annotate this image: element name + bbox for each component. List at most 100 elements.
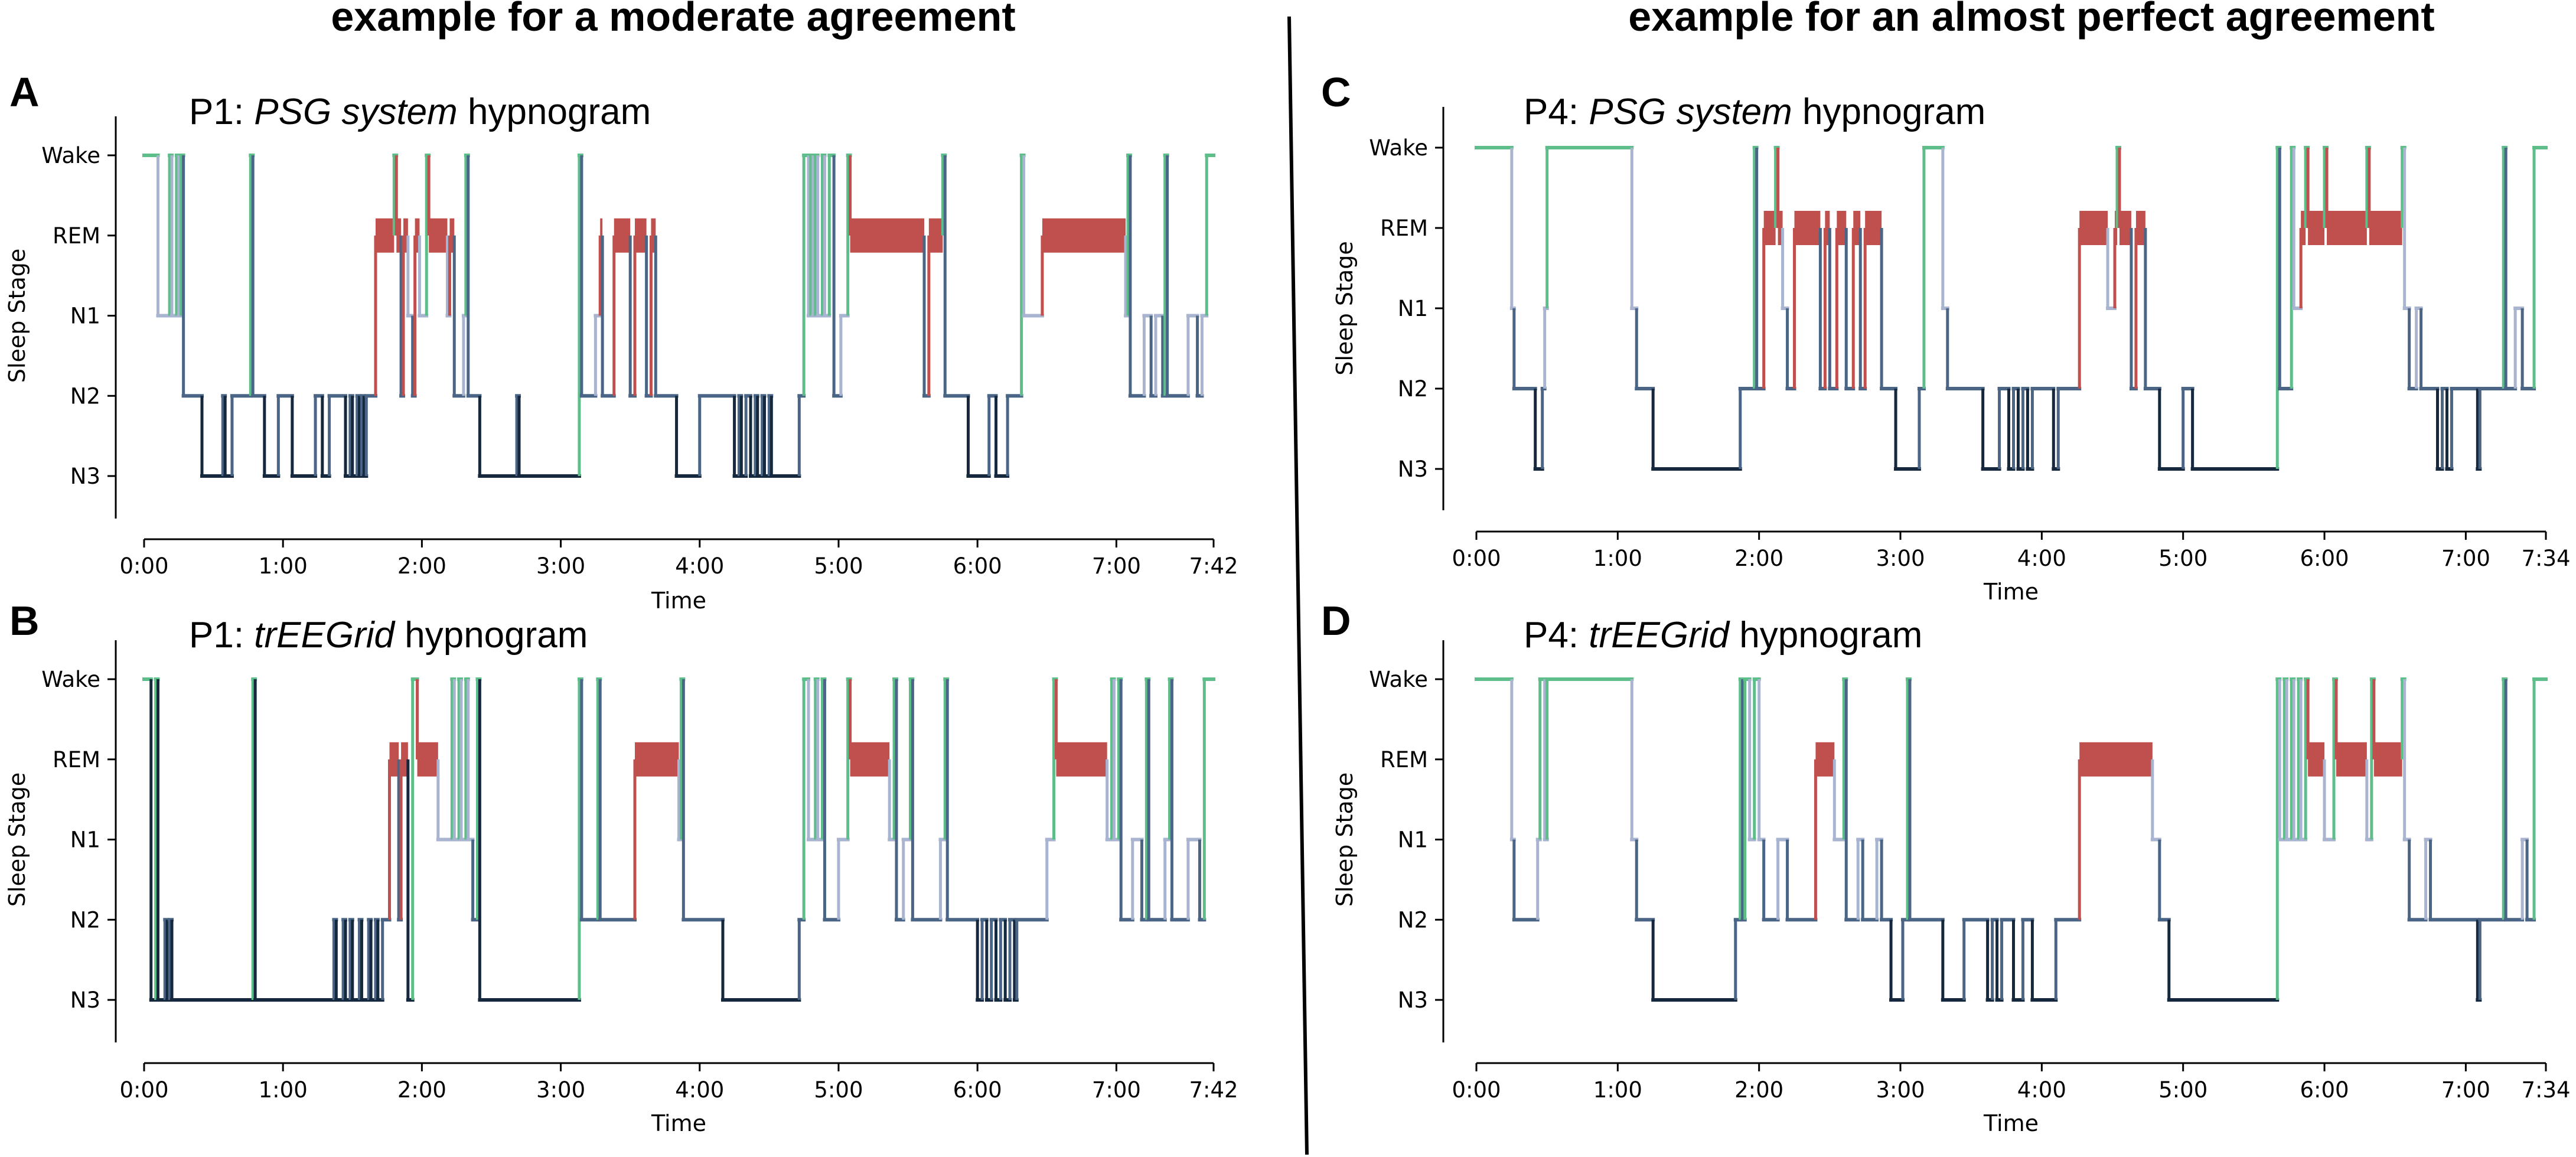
y-tick-label: N1 — [70, 827, 100, 853]
y-tick-label: N3 — [1398, 457, 1428, 482]
panel-title-prefix: P1: — [189, 92, 254, 132]
y-tick-label: REM — [53, 223, 100, 249]
panel-b-chart: Wake REM N1 N2 N3 0:00 1:00 2:00 3:00 4:00 5:00 6:0… — [4, 615, 1238, 1136]
x-tick-label: 6:00 — [953, 553, 1002, 579]
rem-period-bar — [417, 742, 438, 777]
x-tick-label: 7:34 — [2521, 546, 2570, 571]
panel-title-system: PSG system — [1589, 92, 1792, 132]
rem-period-bar — [2079, 211, 2108, 245]
rem-period-bar — [1837, 211, 1847, 245]
rem-period-bar — [2308, 742, 2325, 777]
panel-title-prefix: P4: — [1524, 92, 1589, 132]
y-tick-label: REM — [1380, 747, 1428, 773]
x-tick-label: 6:00 — [953, 1077, 1002, 1103]
rem-period-bar — [1778, 211, 1783, 245]
panel-title: P4: trEEGrid hypnogram — [1524, 615, 1922, 656]
panel-title-suffix: hypnogram — [394, 615, 588, 656]
x-tick-label: 1:00 — [1593, 1077, 1642, 1103]
x-tick-label: 7:42 — [1189, 1077, 1238, 1103]
y-tick-label: N3 — [70, 464, 100, 489]
rem-period-bar — [635, 218, 647, 253]
x-tick-label: 7:00 — [1092, 553, 1141, 579]
rem-period-bar — [1763, 211, 1776, 245]
panel-title-suffix: hypnogram — [1729, 615, 1922, 656]
rem-period-bar — [1825, 211, 1830, 245]
panel-title-system: trEEGrid — [1589, 615, 1730, 656]
y-axis-label: Sleep Stage — [4, 773, 30, 907]
x-tick-label: 3:00 — [536, 553, 585, 579]
y-tick-label: Wake — [1369, 135, 1428, 161]
y-tick-label: N1 — [70, 304, 100, 329]
x-tick-label: 0:00 — [1452, 1077, 1501, 1103]
rem-period-bar — [1815, 742, 1835, 777]
panel-title-prefix: P1: — [189, 615, 254, 656]
rem-period-bar — [449, 218, 455, 253]
rem-period-bar — [2119, 211, 2131, 245]
panel-title: P1: PSG system hypnogram — [189, 92, 651, 132]
x-tick-label: 5:00 — [814, 1077, 863, 1103]
x-tick-label: 7:42 — [1189, 553, 1238, 579]
rem-period-bar — [389, 742, 399, 777]
panel-a-chart: Wake REM N1 N2 N3 0:00 1:00 2:00 3:00 4:00 5:00 6:0… — [4, 92, 1238, 614]
y-tick-label: REM — [1380, 216, 1428, 241]
rem-period-bar — [415, 218, 420, 253]
rem-period-bar — [635, 742, 679, 777]
x-tick-label: 0:00 — [119, 1077, 168, 1103]
rem-period-bar — [429, 218, 448, 253]
x-tick-label: 3:00 — [1876, 1077, 1925, 1103]
x-axis-label: Time — [1983, 579, 2039, 605]
panel-d-chart: Wake REM N1 N2 N3 0:00 1:00 2:00 3:00 4:00 5:00 6:0… — [1332, 615, 2571, 1136]
rem-period-bar — [928, 218, 943, 253]
y-tick-label: N3 — [1398, 987, 1428, 1013]
rem-period-bar — [401, 742, 408, 777]
x-tick-label: 2:00 — [397, 553, 446, 579]
x-tick-label: 0:00 — [1452, 546, 1501, 571]
x-tick-label: 3:00 — [1876, 546, 1925, 571]
column-divider — [1287, 16, 1309, 1155]
x-tick-label: 6:00 — [2300, 1077, 2349, 1103]
y-tick-label: N2 — [1398, 376, 1428, 402]
panel-letter-b: B — [9, 598, 40, 644]
x-tick-label: 2:00 — [397, 1077, 446, 1103]
rem-period-bar — [850, 742, 890, 777]
panel-title-system: PSG system — [254, 92, 458, 132]
x-tick-label: 3:00 — [536, 1077, 585, 1103]
rem-period-bar — [1042, 218, 1126, 253]
y-axis-label: Sleep Stage — [1332, 773, 1358, 907]
rem-period-bar — [2301, 211, 2306, 245]
y-tick-label: N2 — [70, 383, 100, 409]
x-tick-label: 7:00 — [2441, 1077, 2490, 1103]
panel-title-system: trEEGrid — [254, 615, 396, 656]
y-tick-label: N3 — [70, 987, 100, 1013]
panel-c-chart: Wake REM N1 N2 N3 0:00 1:00 2:00 3:00 4:00 5:00 6:0… — [1332, 92, 2571, 605]
y-axis-label: Sleep Stage — [4, 249, 30, 383]
x-axis-label: Time — [1983, 1110, 2039, 1136]
rem-period-bar — [403, 218, 408, 253]
y-tick-label: Wake — [1369, 667, 1428, 692]
x-tick-label: 4:00 — [675, 1077, 724, 1103]
rem-period-bar — [375, 218, 394, 253]
panel-title-suffix: hypnogram — [458, 92, 651, 132]
rem-period-bar — [2135, 211, 2145, 245]
x-tick-label: 2:00 — [1734, 1077, 1783, 1103]
rem-period-bar — [614, 218, 631, 253]
x-tick-label: 1:00 — [259, 553, 308, 579]
rem-period-bar — [1865, 211, 1882, 245]
x-tick-label: 4:00 — [2017, 546, 2066, 571]
x-tick-label: 0:00 — [119, 553, 168, 579]
x-tick-label: 2:00 — [1734, 546, 1783, 571]
rem-period-bar — [2308, 211, 2325, 245]
rem-period-bar — [2327, 211, 2367, 245]
panel-letter-c: C — [1321, 69, 1351, 115]
heading-perfect-agreement: example for an almost perfect agreement — [1628, 0, 2434, 40]
x-axis-label: Time — [651, 1110, 706, 1136]
x-tick-label: 4:00 — [675, 553, 724, 579]
rem-period-bar — [850, 218, 925, 253]
y-tick-label: N2 — [1398, 907, 1428, 933]
panel-title: P1: trEEGrid hypnogram — [189, 615, 588, 656]
y-tick-label: N1 — [1398, 827, 1428, 853]
rem-period-bar — [2336, 742, 2367, 777]
panel-title-prefix: P4: — [1524, 615, 1589, 656]
y-axis-label: Sleep Stage — [1332, 241, 1358, 375]
